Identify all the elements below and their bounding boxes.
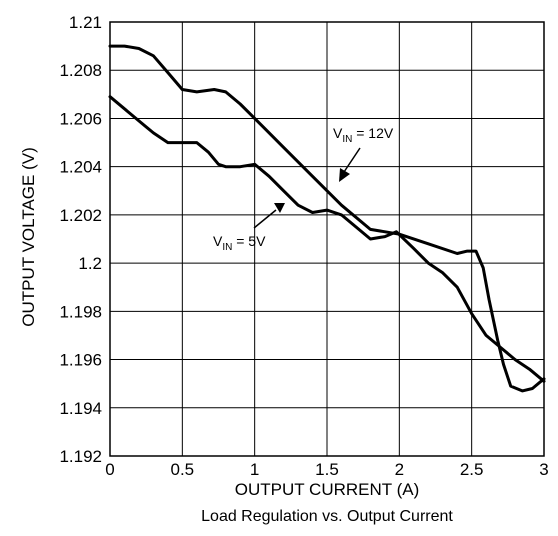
svg-text:VIN = 12V: VIN = 12V [333,125,394,145]
x-tick-labels: 0 0.5 1 1.5 2 2.5 3 [105,460,548,479]
x-tick-label: 0 [105,460,114,479]
annotation-vin-12v: VIN = 12V [333,125,394,182]
x-axis-title: OUTPUT CURRENT (A) [235,480,420,499]
grid [109,21,545,457]
annotation-vin-5v-rest: = 5V [232,233,266,249]
annotation-vin-5v: VIN = 5V [213,203,285,253]
series-group [108,44,546,393]
x-tick-label: 1.5 [315,460,339,479]
y-axis-title: OUTPUT VOLTAGE (V) [19,147,38,326]
chart-caption: Load Regulation vs. Output Current [201,508,453,525]
annotation-vin-12v-sub: IN [342,134,352,145]
x-tick-label: 3 [539,460,548,479]
y-tick-label: 1.208 [59,61,102,80]
annotation-vin-12v-main: V [333,125,343,141]
annotation-vin-12v-arrow-line [343,147,361,173]
plot-frame [109,21,545,457]
y-tick-label: 1.206 [59,109,102,128]
y-tick-label: 1.204 [59,158,102,177]
y-tick-label: 1.21 [69,13,102,32]
annotation-vin-5v-main: V [213,233,223,249]
series-line-vin-12v [108,44,546,393]
annotation-vin-5v-arrowhead [274,203,285,213]
y-tick-label: 1.198 [59,302,102,321]
x-tick-label: 2 [395,460,404,479]
annotation-vin-12v-arrowhead [339,168,350,182]
y-tick-label: 1.202 [59,206,102,225]
x-tick-label: 0.5 [171,460,195,479]
annotation-vin-5v-sub: IN [222,242,232,253]
y-tick-label: 1.192 [59,447,102,466]
y-tick-label: 1.194 [59,399,102,418]
annotation-vin-12v-rest: = 12V [352,125,394,141]
y-tick-labels: 1.192 1.194 1.196 1.198 1.2 1.202 1.204 1.206 1.… [59,13,102,466]
x-tick-label: 2.5 [460,460,484,479]
series-line-vin-5v [108,95,546,383]
y-tick-label: 1.196 [59,351,102,370]
svg-text:VIN = 5V: VIN = 5V [213,233,266,253]
annotation-vin-5v-arrow-line [253,209,277,229]
x-tick-label: 1 [250,460,259,479]
y-tick-label: 1.2 [78,254,102,273]
